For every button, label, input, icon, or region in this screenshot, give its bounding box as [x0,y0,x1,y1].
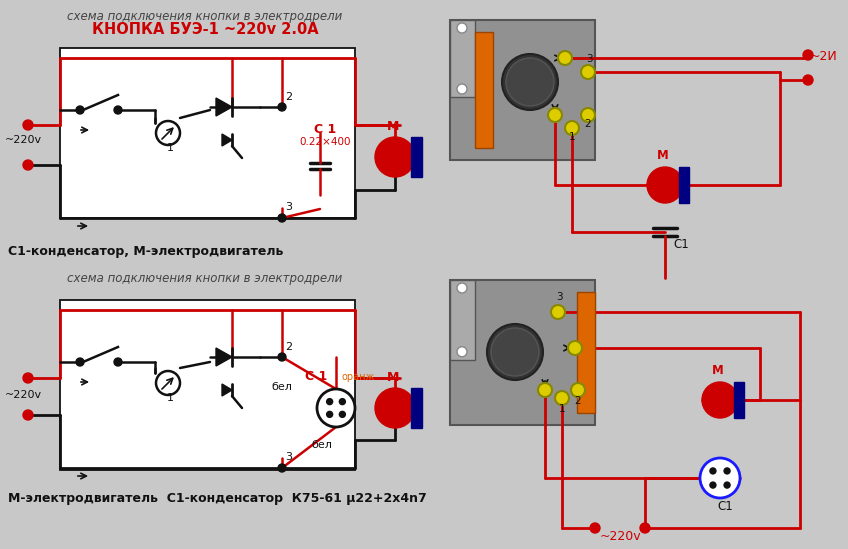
Text: ~220v: ~220v [600,530,641,543]
Circle shape [710,468,716,474]
Circle shape [487,324,543,380]
Circle shape [76,358,84,366]
Circle shape [702,382,738,418]
Circle shape [491,328,539,376]
Circle shape [803,50,813,60]
Bar [475,32,493,148]
Circle shape [724,468,730,474]
Circle shape [114,358,122,366]
Bar [411,137,422,177]
Text: 3: 3 [555,292,562,302]
Circle shape [640,523,650,533]
Circle shape [278,464,286,472]
Text: 3: 3 [285,452,292,462]
Text: 2: 2 [575,396,582,406]
Bar [411,388,422,428]
Bar [577,292,595,413]
Circle shape [114,106,122,114]
Text: 1: 1 [559,404,566,414]
Text: схема подключения кнопки в электродрели: схема подключения кнопки в электродрели [67,10,343,23]
Text: 0.22×400: 0.22×400 [299,137,351,147]
Circle shape [538,383,552,397]
Circle shape [551,305,565,319]
Circle shape [375,388,415,428]
Circle shape [23,120,33,130]
Circle shape [710,482,716,488]
Circle shape [23,160,33,170]
Bar [734,382,744,418]
Polygon shape [222,134,232,146]
Text: C 1: C 1 [314,123,336,136]
Circle shape [339,399,345,405]
Polygon shape [216,98,232,116]
Circle shape [565,121,579,135]
Text: C1: C1 [717,500,733,513]
Circle shape [724,482,730,488]
Text: C1: C1 [673,238,689,251]
Text: 3: 3 [285,202,292,212]
Circle shape [568,341,582,355]
Circle shape [558,51,572,65]
Circle shape [457,347,467,357]
Polygon shape [216,348,232,366]
Circle shape [23,410,33,420]
Circle shape [76,106,84,114]
Circle shape [548,108,562,122]
Text: 2: 2 [285,92,292,102]
Text: КНОПКА БУЭ-1 ~220v 2.0А: КНОПКА БУЭ-1 ~220v 2.0А [92,22,318,37]
Circle shape [581,108,595,122]
Polygon shape [222,384,232,396]
Bar [60,48,355,218]
Circle shape [502,54,558,110]
Text: С1-конденсатор, М-электродвигатель: С1-конденсатор, М-электродвигатель [8,245,283,258]
Circle shape [278,353,286,361]
Circle shape [457,84,467,94]
Text: ~2И: ~2И [810,50,838,63]
Text: М-электродвигатель  С1-конденсатор  К75-61 μ22+2х4n7: М-электродвигатель С1-конденсатор К75-61… [8,492,427,505]
Circle shape [571,383,585,397]
Bar [450,20,595,160]
Circle shape [156,121,180,145]
Text: ~220v: ~220v [5,390,42,400]
Circle shape [700,458,740,498]
Circle shape [156,371,180,395]
Circle shape [326,411,332,417]
Circle shape [317,389,355,427]
Text: 2: 2 [584,119,591,129]
Text: 1: 1 [166,393,174,403]
Bar [60,300,355,470]
Text: М: М [387,120,399,133]
Circle shape [803,75,813,85]
Circle shape [647,167,683,203]
Text: бел: бел [271,382,293,392]
Circle shape [278,214,286,222]
Text: 1: 1 [166,143,174,153]
Circle shape [457,283,467,293]
Text: 3: 3 [586,54,592,64]
Text: М: М [387,371,399,384]
Text: 1: 1 [569,132,575,142]
Bar [450,280,595,425]
Circle shape [457,23,467,33]
Circle shape [506,58,554,106]
Text: ~220v: ~220v [5,135,42,145]
Bar [679,167,689,203]
Circle shape [590,523,600,533]
Circle shape [581,65,595,79]
Bar [450,20,475,97]
Circle shape [555,391,569,405]
Text: C 1: C 1 [305,370,327,383]
Circle shape [339,411,345,417]
Circle shape [23,373,33,383]
Text: оранж: оранж [341,372,374,382]
Circle shape [278,103,286,111]
Text: схема подключения кнопки в электродрели: схема подключения кнопки в электродрели [67,272,343,285]
Text: М: М [657,149,669,162]
Circle shape [326,399,332,405]
Text: бел: бел [311,440,332,450]
Bar [450,280,475,360]
Text: 2: 2 [285,342,292,352]
Circle shape [375,137,415,177]
Text: М: М [712,364,723,377]
